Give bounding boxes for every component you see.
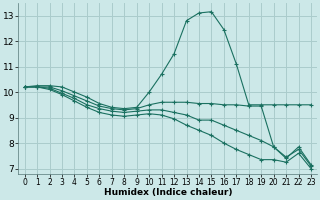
X-axis label: Humidex (Indice chaleur): Humidex (Indice chaleur) <box>104 188 232 197</box>
